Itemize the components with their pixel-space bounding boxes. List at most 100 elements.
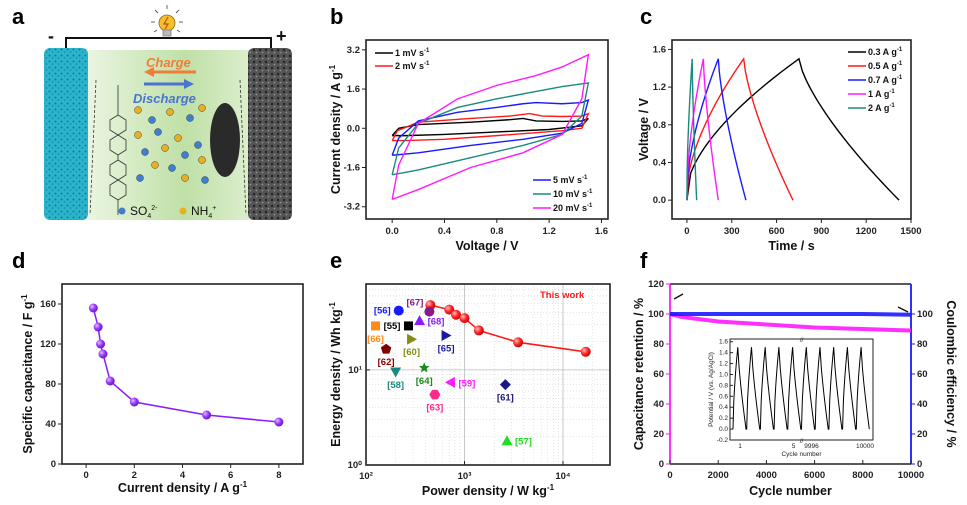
charge-arrow-icon bbox=[144, 67, 196, 77]
inset-y-tick-label: -0.2 bbox=[717, 437, 729, 444]
so4-ion bbox=[141, 148, 149, 156]
legend-label-b: 10 mV s-1 bbox=[553, 189, 593, 199]
y-tick-label-f: 120 bbox=[648, 279, 664, 290]
y-tick-label-d: 40 bbox=[45, 419, 56, 430]
x-tick-label-f: 0 bbox=[667, 470, 672, 481]
inset-y-tick-label: 1.2 bbox=[719, 361, 728, 368]
x-axis-label-e: Power density / W kg-1 bbox=[422, 483, 555, 498]
capacitance-line bbox=[92, 307, 279, 423]
ref-marker-circle bbox=[424, 306, 435, 317]
so4-ion bbox=[168, 164, 176, 172]
capacitance-point bbox=[93, 322, 103, 332]
y-tick-label-b: -1.6 bbox=[344, 163, 360, 174]
this-work-point bbox=[459, 313, 470, 324]
nh4-ion bbox=[151, 161, 159, 169]
ref-marker-triangle-left bbox=[444, 376, 455, 388]
y-axis-label-f: Capacitance retention / % bbox=[632, 298, 646, 450]
y-axis-label-e: Energy density / Wh kg-1 bbox=[328, 302, 343, 447]
x-tick-label-c: 300 bbox=[724, 226, 740, 237]
ref-marker-triangle-down bbox=[390, 367, 402, 378]
y-tick-label-c: 0.0 bbox=[653, 195, 666, 206]
nh4-ion bbox=[181, 174, 189, 182]
ref-label: [60] bbox=[403, 347, 420, 358]
this-work-point bbox=[451, 309, 462, 320]
ref-marker-pentagon bbox=[380, 343, 392, 354]
y-tick-label-c: 0.4 bbox=[653, 157, 667, 168]
x-tick-label-f: 2000 bbox=[708, 470, 729, 481]
panel-a-schematic: a - + Charge Discharge bbox=[12, 4, 292, 220]
plot-frame-e bbox=[365, 283, 611, 466]
inset-x-tick-label: 1 bbox=[738, 443, 742, 450]
y-tick-label-b: 3.2 bbox=[347, 45, 360, 56]
y-tick-label-b: 0.0 bbox=[347, 123, 360, 134]
right-axis-pointer-arrow-icon bbox=[897, 306, 909, 313]
x-tick-label-b: 1.6 bbox=[595, 226, 608, 237]
legend-label-c: 0.7 A g-1 bbox=[868, 75, 903, 85]
cv-curve bbox=[391, 53, 590, 201]
gcd-curve bbox=[686, 56, 794, 201]
x-axis-label-f: Cycle number bbox=[749, 484, 832, 498]
x-axis-label-d: Current density / A g-1 bbox=[118, 480, 248, 495]
ref-label: [65] bbox=[438, 343, 455, 354]
inset-x-tick-label: 10000 bbox=[856, 443, 874, 450]
panel-label-b: b bbox=[330, 4, 343, 29]
x-tick-label-f: 4000 bbox=[756, 470, 777, 481]
so4-ion bbox=[201, 176, 209, 184]
so4-ion bbox=[186, 114, 194, 122]
x-tick-label-f: 6000 bbox=[804, 470, 825, 481]
inset-y-axis-label: Potential / V (vs. Ag/AgCl) bbox=[708, 352, 715, 427]
gcd-curve bbox=[686, 58, 698, 201]
capacitance-point bbox=[129, 397, 139, 407]
y-tick-label-d: 160 bbox=[40, 299, 56, 310]
legend-label-c: 2 A g-1 bbox=[868, 103, 895, 113]
y-right-tick-label-f: 60 bbox=[917, 369, 928, 380]
x-tick-label-e: 10³ bbox=[458, 471, 472, 482]
x-tick-label-c: 900 bbox=[813, 226, 829, 237]
this-work-point bbox=[513, 337, 524, 348]
y-right-tick-label-f: 80 bbox=[917, 339, 928, 350]
nh4-ion bbox=[134, 106, 142, 114]
panel-label-f: f bbox=[640, 248, 648, 273]
inset-y-tick-label: 0.8 bbox=[719, 382, 728, 389]
ref-marker-star bbox=[418, 362, 430, 373]
x-tick-label-f: 8000 bbox=[852, 470, 873, 481]
so4-ion-label: SO42- bbox=[130, 204, 158, 220]
y-tick-label-c: 0.8 bbox=[653, 120, 666, 131]
x-tick-label-c: 1200 bbox=[856, 226, 877, 237]
chart-e-ragone-plot: 10² 10³ 10⁴ 10⁰ 10¹ Power density / W kg-1 Ene… bbox=[328, 283, 611, 498]
y-axis-label-b: Current density / A g-1 bbox=[328, 64, 343, 194]
y-tick-label-c: 1.6 bbox=[653, 44, 666, 55]
this-work-point bbox=[580, 346, 591, 357]
so4-ion bbox=[148, 116, 156, 124]
inset-x-tick-label: 9996 bbox=[804, 443, 819, 450]
inset-y-tick-label: 0.4 bbox=[719, 404, 728, 411]
y-tick-label-f: 20 bbox=[653, 429, 664, 440]
ion-cluster bbox=[134, 104, 209, 184]
discharge-arrow-icon bbox=[144, 79, 194, 89]
inset-axis-break-top: // bbox=[800, 337, 804, 344]
legend-label-c: 1 A g-1 bbox=[868, 89, 895, 99]
legend-label-b: 1 mV s-1 bbox=[395, 48, 430, 58]
so4-ion bbox=[181, 151, 189, 159]
x-tick-label-d: 6 bbox=[228, 470, 233, 481]
nh4-ion bbox=[198, 156, 206, 164]
x-tick-label-d: 0 bbox=[83, 470, 88, 481]
x-tick-label-d: 2 bbox=[132, 470, 137, 481]
so4-ion-legend-icon bbox=[118, 207, 126, 215]
ref-label: [68] bbox=[428, 317, 445, 328]
inset-x-axis-label: Cycle number bbox=[781, 451, 822, 458]
ref-label: [66] bbox=[367, 334, 384, 345]
y-right-tick-label-f: 100 bbox=[917, 309, 933, 320]
positive-terminal-sign: + bbox=[276, 26, 287, 46]
y-tick-label-f: 0 bbox=[659, 459, 664, 470]
y-tick-label-e: 10⁰ bbox=[348, 460, 363, 471]
y-tick-label-d: 120 bbox=[40, 339, 56, 350]
capacitance-point bbox=[274, 417, 284, 427]
legend-label-c: 0.5 A g-1 bbox=[868, 61, 903, 71]
left-axis-pointer-arrow-icon bbox=[673, 293, 684, 300]
ref-label: [63] bbox=[426, 403, 443, 414]
ref-marker-diamond bbox=[499, 379, 511, 391]
y-right-tick-label-f: 20 bbox=[917, 429, 928, 440]
x-tick-label-d: 4 bbox=[180, 470, 186, 481]
